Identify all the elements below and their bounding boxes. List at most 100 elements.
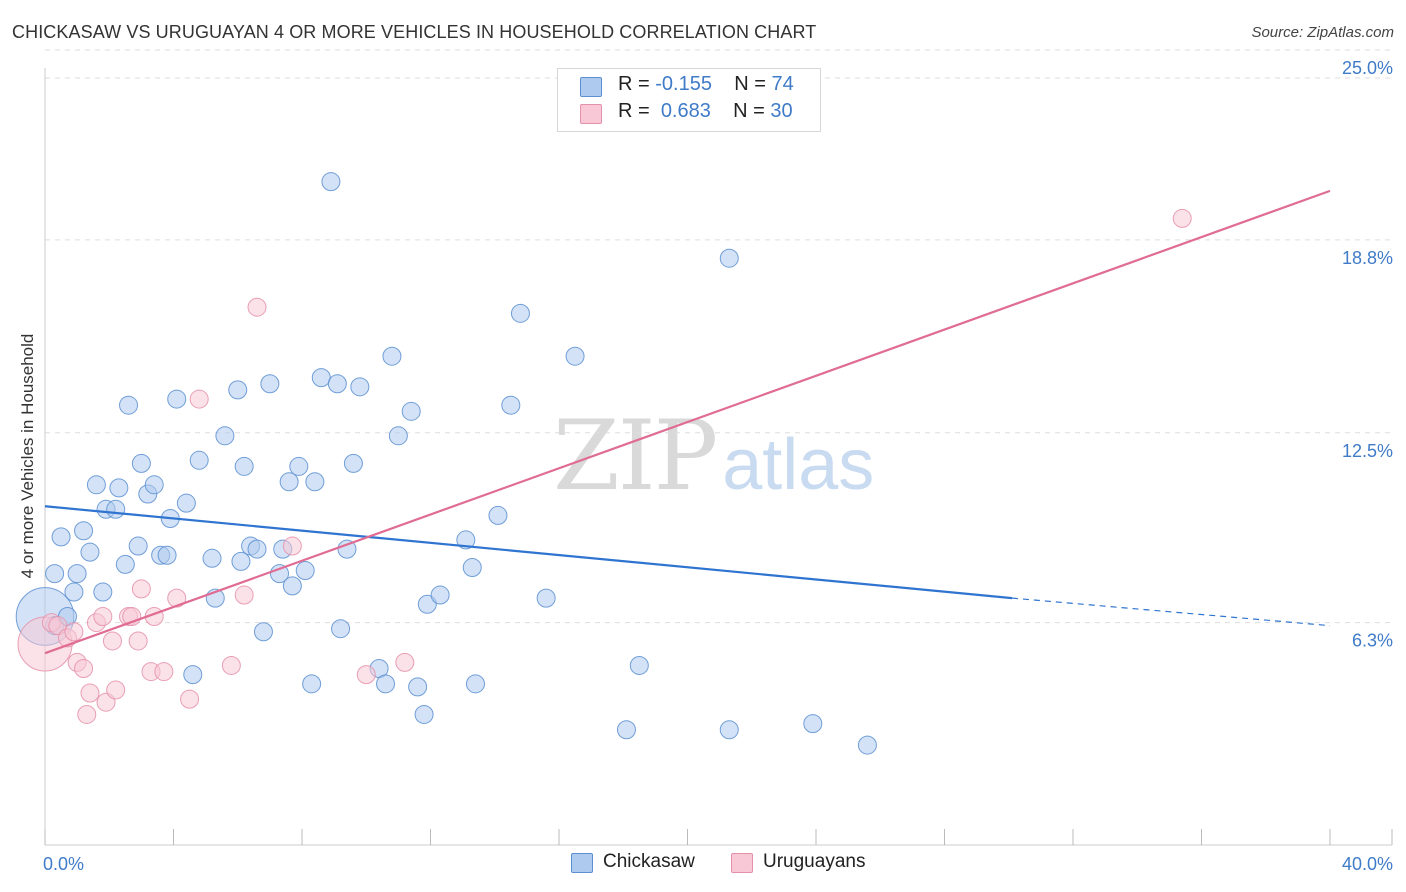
chickasaw-point bbox=[401, 401, 421, 421]
uruguayan-point bbox=[356, 665, 376, 685]
chickasaw-point bbox=[167, 389, 187, 409]
chickasaw-point bbox=[51, 527, 71, 547]
uruguayan-point bbox=[128, 631, 148, 651]
source-label: Source: ZipAtlas.com bbox=[1251, 24, 1394, 41]
watermark-atlas: atlas bbox=[722, 425, 875, 505]
uruguayan-point bbox=[80, 683, 100, 703]
chickasaw-point bbox=[157, 545, 177, 565]
chickasaw-point bbox=[144, 475, 164, 495]
chickasaw-point bbox=[408, 677, 428, 697]
chickasaw-point bbox=[382, 346, 402, 366]
x-tick-label: 0.0% bbox=[43, 854, 84, 874]
chickasaw-point bbox=[857, 735, 877, 755]
y-tick-label: 18.8% bbox=[1342, 248, 1393, 268]
chickasaw-point bbox=[719, 720, 739, 740]
chickasaw-point bbox=[93, 582, 113, 602]
legend-r-label: R = bbox=[618, 100, 650, 122]
chickasaw-point bbox=[456, 530, 476, 550]
y-tick-label: 6.3% bbox=[1352, 631, 1393, 651]
chickasaw-point bbox=[282, 576, 302, 596]
chickasaw-point bbox=[176, 493, 196, 513]
bottom-legend-label-uruguayans: Uruguayans bbox=[763, 851, 866, 872]
chart-title: CHICKASAW VS URUGUAYAN 4 OR MORE VEHICLE… bbox=[12, 22, 817, 42]
uruguayan-point bbox=[247, 297, 267, 317]
chickasaw-point bbox=[488, 505, 508, 525]
chickasaw-point bbox=[388, 426, 408, 446]
chickasaw-point bbox=[510, 303, 530, 323]
chickasaw-point bbox=[311, 368, 331, 388]
chickasaw-point bbox=[350, 377, 370, 397]
legend-n-value: 74 bbox=[771, 73, 794, 95]
legend-n-label: N = bbox=[733, 100, 765, 122]
chickasaw-point bbox=[67, 564, 87, 584]
uruguayan-point bbox=[106, 680, 126, 700]
chickasaw-point bbox=[253, 622, 273, 642]
chickasaw-point bbox=[128, 536, 148, 556]
chickasaw-point bbox=[327, 374, 347, 394]
uruguayan-trend-line bbox=[44, 189, 1331, 655]
chickasaw-point bbox=[565, 346, 585, 366]
uruguayan-point bbox=[180, 689, 200, 709]
uruguayan-point bbox=[221, 655, 241, 675]
chickasaw-point bbox=[64, 582, 84, 602]
chickasaw-point bbox=[616, 720, 636, 740]
chickasaw-point bbox=[536, 588, 556, 608]
chickasaw-point bbox=[234, 456, 254, 476]
watermark-zip: ZIP bbox=[553, 400, 718, 512]
chickasaw-point bbox=[414, 704, 434, 724]
uruguayan-point bbox=[77, 704, 97, 724]
uruguayan-point bbox=[282, 536, 302, 556]
chickasaw-point bbox=[183, 665, 203, 685]
chickasaw-point bbox=[109, 478, 129, 498]
chickasaw-point bbox=[289, 456, 309, 476]
chickasaw-point bbox=[501, 395, 521, 415]
chickasaw-point bbox=[215, 426, 235, 446]
legend-r-value: 0.683 bbox=[660, 100, 711, 122]
chickasaw-point bbox=[119, 395, 139, 415]
chickasaw-point bbox=[343, 453, 363, 473]
chickasaw-point bbox=[115, 554, 135, 574]
chickasaw-point bbox=[321, 172, 341, 192]
chickasaw-point bbox=[260, 374, 280, 394]
chickasaw-point bbox=[305, 472, 325, 492]
chickasaw-point bbox=[279, 472, 299, 492]
chickasaw-point bbox=[719, 248, 739, 268]
correlation-legend: R = -0.155 N = 74 R = 0.683 N = 30 bbox=[557, 68, 821, 132]
chickasaw-point bbox=[376, 674, 396, 694]
chickasaw-point bbox=[295, 561, 315, 581]
chickasaw-point bbox=[803, 714, 823, 734]
chickasaw-point bbox=[202, 548, 222, 568]
bottom-legend-label-chickasaw: Chickasaw bbox=[603, 851, 695, 872]
chickasaw-point bbox=[417, 594, 437, 614]
chickasaw-point bbox=[331, 619, 351, 639]
chickasaw-point bbox=[337, 539, 357, 559]
uruguayan-point bbox=[74, 659, 94, 679]
uruguayan-point bbox=[189, 389, 209, 409]
chickasaw-point bbox=[86, 475, 106, 495]
y-tick-label: 25.0% bbox=[1342, 58, 1393, 78]
legend-swatch-chickasaw bbox=[580, 77, 602, 97]
chickasaw-point bbox=[465, 674, 485, 694]
y-tick-label: 12.5% bbox=[1342, 441, 1393, 461]
bottom-legend-swatch-uruguayans bbox=[731, 853, 753, 873]
chickasaw-point bbox=[131, 453, 151, 473]
uruguayan-point bbox=[102, 631, 122, 651]
uruguayan-point bbox=[395, 652, 415, 672]
chickasaw-point bbox=[45, 564, 65, 584]
chickasaw-point bbox=[247, 539, 267, 559]
chickasaw-point bbox=[231, 551, 251, 571]
chickasaw-point bbox=[106, 499, 126, 519]
uruguayan-point bbox=[1172, 208, 1192, 228]
uruguayan-point bbox=[93, 606, 113, 626]
chickasaw-point bbox=[80, 542, 100, 562]
legend-r-value: -0.155 bbox=[655, 73, 712, 95]
chickasaw-point bbox=[74, 521, 94, 541]
bottom-legend-swatch-chickasaw bbox=[571, 853, 593, 873]
chickasaw-point bbox=[430, 585, 450, 605]
watermark: ZIPatlas bbox=[553, 400, 874, 512]
chickasaw-point bbox=[302, 674, 322, 694]
x-tick-label: 40.0% bbox=[1342, 854, 1393, 874]
chickasaw-trend-line bbox=[44, 505, 1013, 600]
chickasaw-point bbox=[228, 380, 248, 400]
